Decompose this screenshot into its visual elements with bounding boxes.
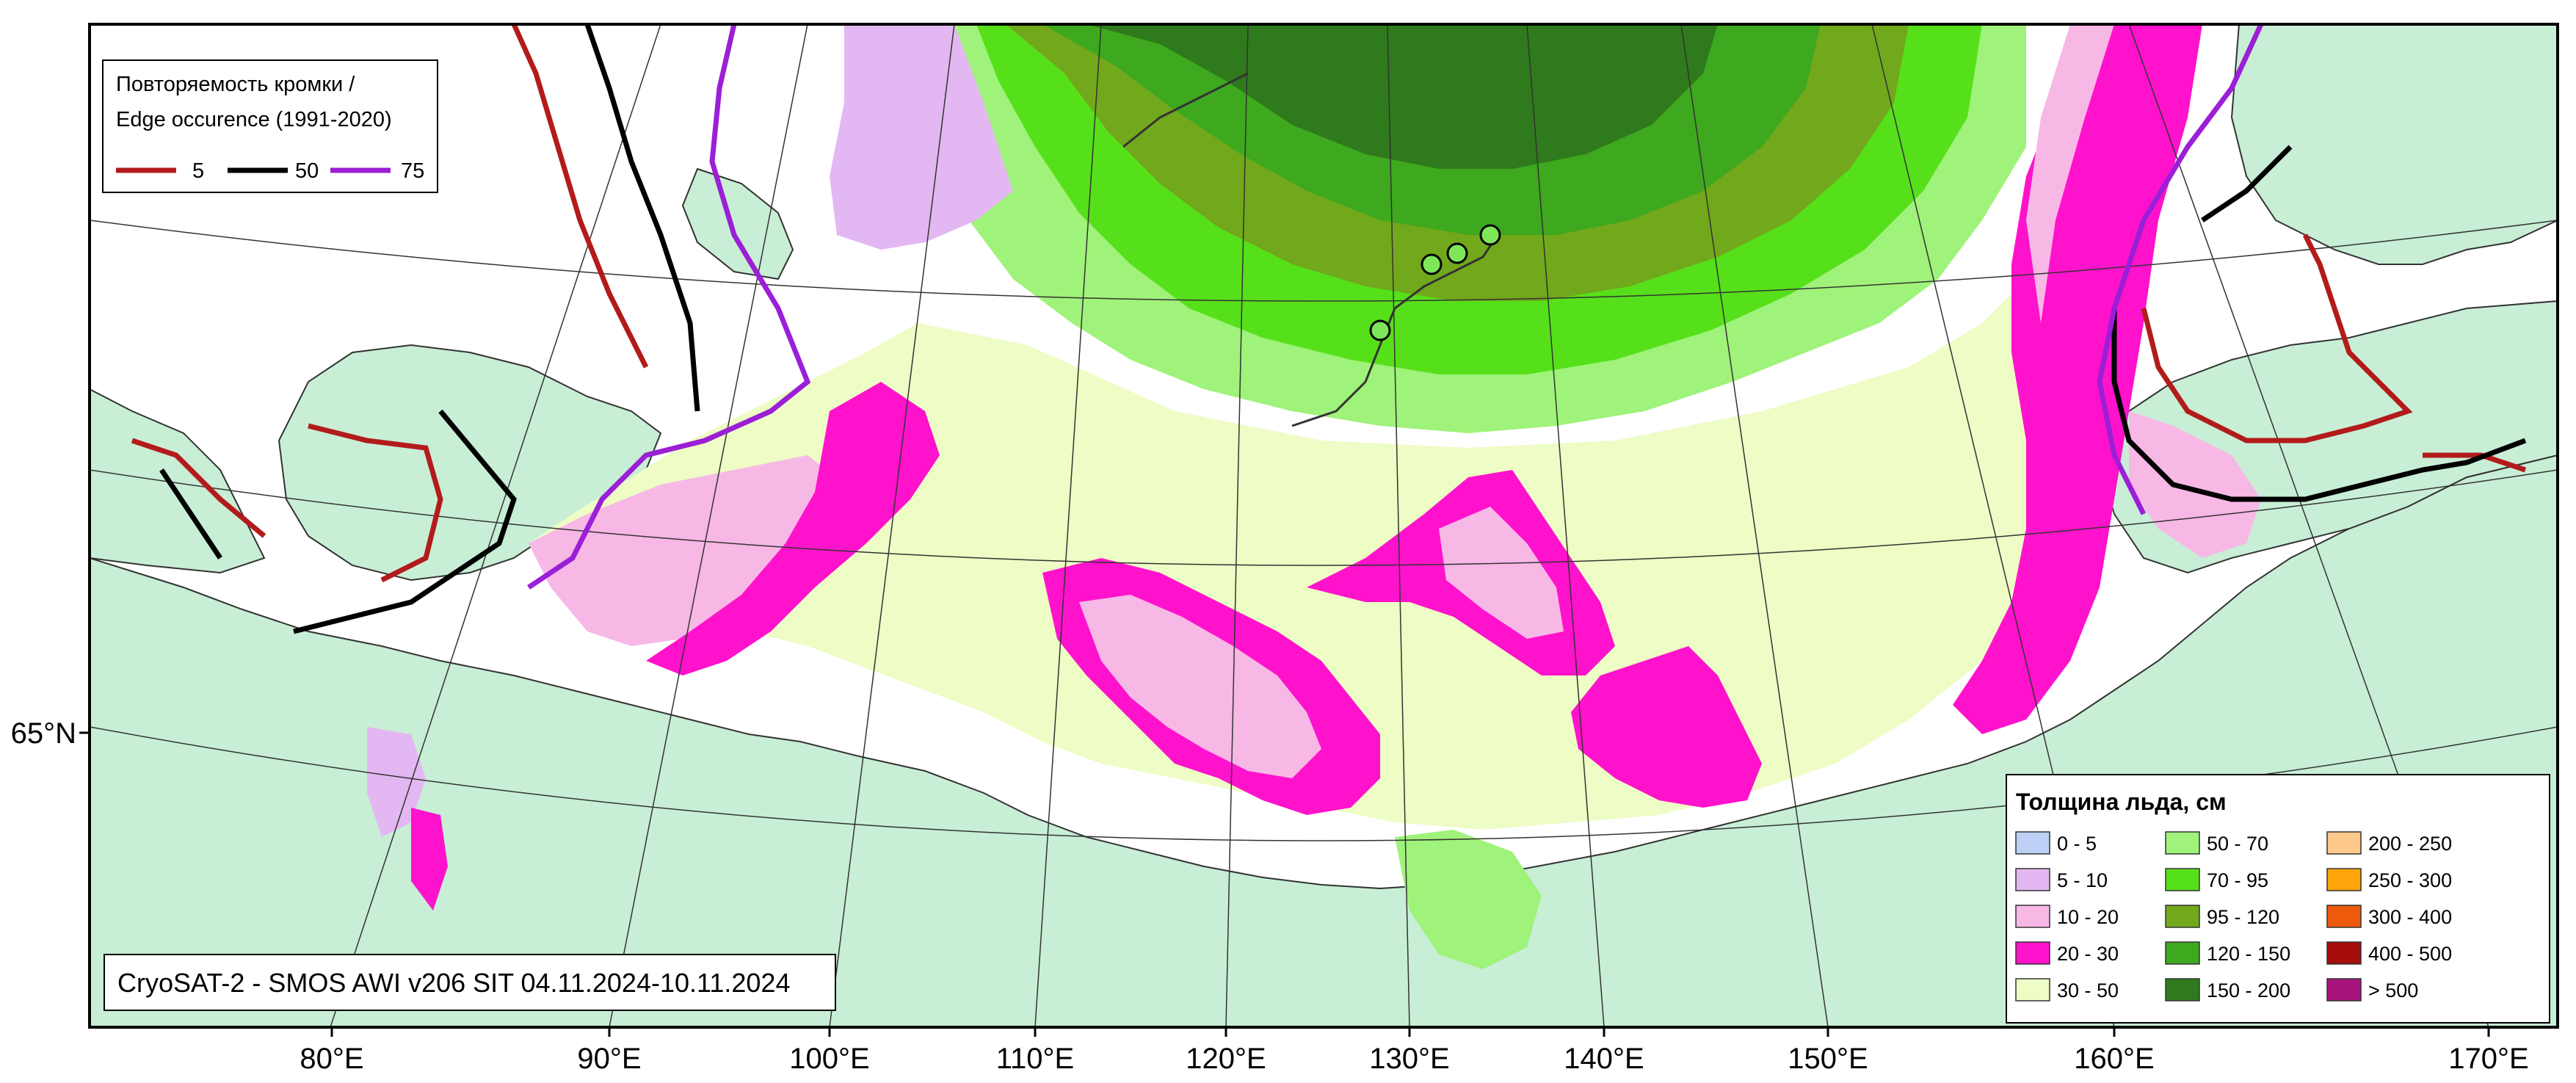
ice-5-10-nw <box>830 24 1013 250</box>
edge-legend-title-line1: Повторяемость кромки / <box>116 73 355 96</box>
land-northeast <box>2230 24 2558 265</box>
edge-legend-label: 5 <box>192 159 204 183</box>
ice-20-30-west <box>646 382 940 675</box>
ice-10-20-east-strip <box>2026 24 2114 323</box>
legend-label: 30 - 50 <box>2057 979 2119 1001</box>
legend-label: 5 - 10 <box>2057 869 2108 891</box>
edge-legend-label: 50 <box>295 159 319 183</box>
land-islands-nw <box>681 167 794 280</box>
latitude-axis: 65°N <box>11 717 90 750</box>
ice-10-20-central <box>1439 507 1564 639</box>
legend-label: 70 - 95 <box>2207 869 2268 891</box>
legend-label: 300 - 400 <box>2368 906 2452 928</box>
ice-10-20-laptev <box>1079 595 1321 778</box>
ice-20-30-east-siberian <box>1571 646 1762 808</box>
legend-label: > 500 <box>2368 979 2418 1001</box>
edge-line-50-east <box>2111 145 2527 502</box>
drift-point <box>1369 319 1391 341</box>
legend-label: 400 - 500 <box>2368 943 2452 965</box>
lon-tick-label: 110°E <box>996 1043 1074 1075</box>
ice-50-70-south <box>1395 830 1542 969</box>
edge-line-75-west <box>527 24 811 590</box>
edge-legend-label: 75 <box>401 159 424 183</box>
legend-label: 10 - 20 <box>2057 906 2119 928</box>
legend-label: 95 - 120 <box>2207 906 2279 928</box>
legend-label: 200 - 250 <box>2368 833 2452 855</box>
lon-tick-label: 170°E <box>2448 1043 2528 1075</box>
edge-line-50-west <box>159 24 700 634</box>
lon-tick-label: 140°E <box>1564 1043 1644 1075</box>
caption-text: CryoSAT-2 - SMOS AWI v206 SIT 04.11.2024… <box>117 968 790 998</box>
drift-point <box>1479 224 1501 246</box>
legend-label: 50 - 70 <box>2207 833 2268 855</box>
edge-legend-title-line2: Edge occurence (1991-2020) <box>116 108 392 131</box>
land-west <box>90 388 266 574</box>
edge-occurrence-legend: Повторяемость кромки / Edge occurence (1… <box>102 59 438 193</box>
thickness-legend-title: Толщина льда, см <box>2016 789 2227 815</box>
lon-tick-label: 130°E <box>1369 1043 1449 1075</box>
lon-tick-label: 100°E <box>789 1043 869 1075</box>
ice-thickness-legend: Толщина льда, см 0 - 5 5 - 10 10 - 20 20… <box>2006 774 2550 1024</box>
legend-label: 120 - 150 <box>2207 943 2290 965</box>
legend-label: 20 - 30 <box>2057 943 2119 965</box>
legend-label: 150 - 200 <box>2207 979 2290 1001</box>
legend-label: 250 - 300 <box>2368 869 2452 891</box>
ice-20-30-west-far <box>411 808 448 910</box>
drift-point <box>1421 253 1443 275</box>
drift-track <box>1122 72 1499 427</box>
lon-tick-label: 160°E <box>2074 1043 2154 1075</box>
lon-tick-label: 150°E <box>1788 1043 1868 1075</box>
map-frame <box>88 23 2559 1029</box>
edge-line-5-west <box>131 24 649 583</box>
lon-tick-label: 90°E <box>577 1043 641 1075</box>
ice-10-20-west <box>529 455 844 646</box>
caption-box: CryoSAT-2 - SMOS AWI v206 SIT 04.11.2024… <box>104 954 836 1011</box>
lat-tick-label: 65°N <box>11 717 76 750</box>
edge-line-75-east <box>2097 24 2264 515</box>
lon-tick-label: 120°E <box>1186 1043 1266 1075</box>
lon-tick-label: 80°E <box>300 1043 363 1075</box>
ice-150-200 <box>1086 24 1718 169</box>
legend-label: 0 - 5 <box>2057 833 2097 855</box>
longitude-axis: 80°E 90°E 100°E 110°E 120°E 130°E 140°E … <box>300 1027 2529 1075</box>
drift-point <box>1446 242 1468 264</box>
ice-20-30-east-strip <box>1953 24 2202 734</box>
